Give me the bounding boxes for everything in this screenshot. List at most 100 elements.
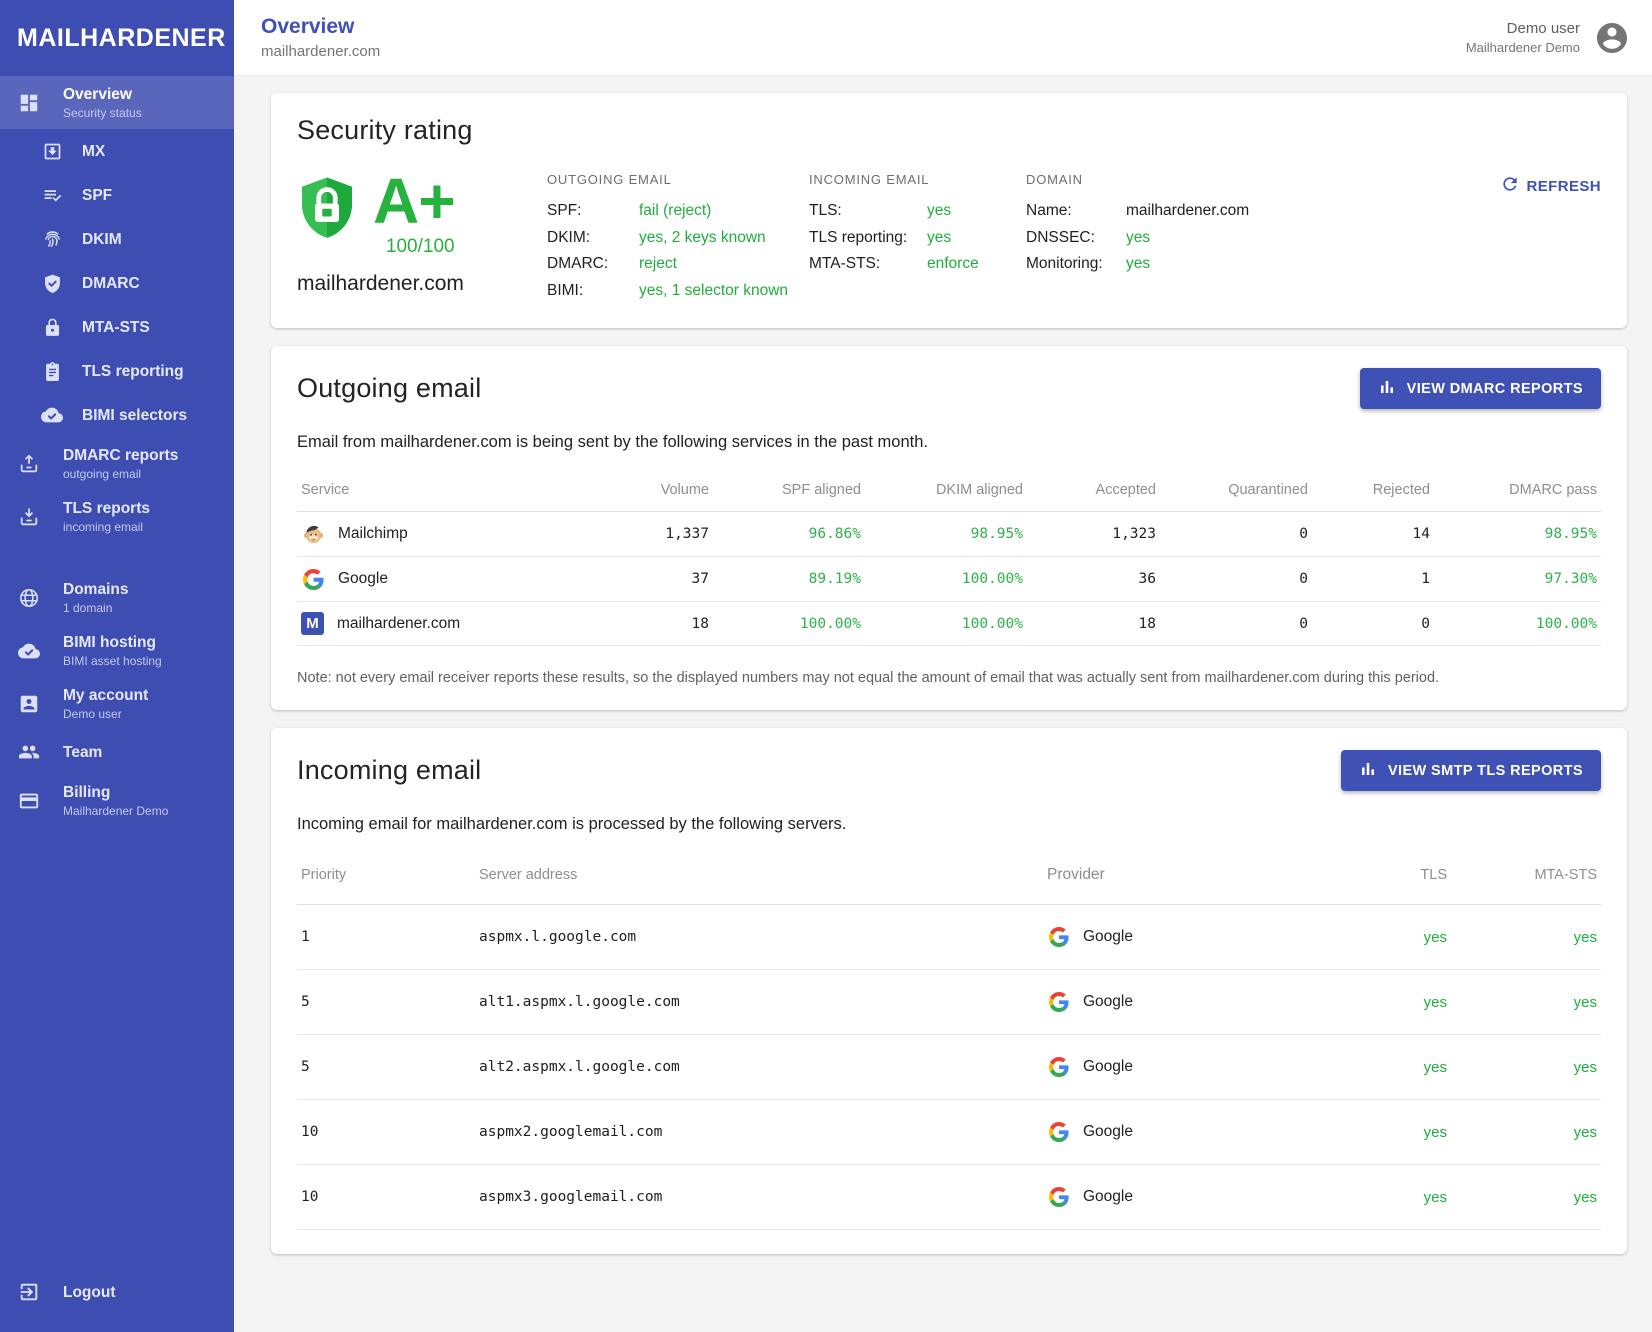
nav-spacer (0, 827, 234, 1270)
table-row: Mailchimp 1,337 96.86% 98.95% 1,323 0 14… (297, 512, 1601, 557)
sidebar-item-bimi-hosting[interactable]: BIMI hosting BIMI asset hosting (0, 624, 234, 677)
account-box-icon (17, 692, 41, 716)
sidebar-item-logout[interactable]: Logout (0, 1270, 234, 1314)
cloud-check-icon (17, 639, 41, 663)
sidebar-item-domains[interactable]: Domains 1 domain (0, 571, 234, 624)
sidebar-item-sublabel: 1 domain (63, 601, 113, 615)
sidebar-item-spf[interactable]: SPF (0, 173, 234, 217)
clipboard-icon (40, 359, 64, 383)
incoming-card-title: Incoming email (297, 755, 482, 785)
table-header-row: Service Volume SPF aligned DKIM aligned … (297, 470, 1601, 512)
google-icon (1047, 925, 1071, 949)
sidebar-item-tls-reporting[interactable]: TLS reporting (0, 349, 234, 393)
tls-cell: yes (1423, 1188, 1447, 1206)
sidebar-item-dmarc[interactable]: DMARC (0, 261, 234, 305)
incoming-email-card: Incoming email VIEW SMTP TLS REPORTS Inc… (271, 728, 1627, 1254)
spf-aligned-cell: 100.00% (799, 615, 861, 632)
sidebar-item-label: My account (63, 687, 149, 704)
volume-cell: 37 (691, 571, 709, 587)
sidebar-item-label: Logout (63, 1283, 116, 1301)
nav-gap (0, 543, 234, 571)
user-org: Mailhardener Demo (1465, 40, 1580, 55)
page-title: Overview (261, 15, 355, 38)
sidebar-item-label: TLS reporting (82, 362, 184, 380)
grade-block: A+ 100/100 mailhardener.com (297, 165, 535, 296)
google-icon (1047, 990, 1071, 1014)
sidebar-item-my-account[interactable]: My account Demo user (0, 677, 234, 730)
outgoing-email-column: OUTGOING EMAIL SPF: fail (reject) DKIM: ye… (547, 172, 797, 304)
dkim-aligned-cell: 100.00% (961, 571, 1023, 587)
provider-name: Google (1083, 928, 1133, 945)
col-header: Volume (660, 482, 709, 498)
security-body: A+ 100/100 mailhardener.com OUTGOING EMA… (297, 165, 1601, 304)
sidebar-item-team[interactable]: Team (0, 730, 234, 774)
col-header: Accepted (1095, 482, 1156, 498)
sidebar-item-sublabel: Mailhardener Demo (63, 804, 169, 818)
incoming-email-column: INCOMING EMAIL TLS: yes TLS reporting: yes… (809, 172, 1014, 278)
table-row: Google 37 89.19% 100.00% 36 0 1 97.30% (297, 557, 1601, 602)
dmarc-pass-cell: 97.30% (1544, 571, 1597, 587)
sidebar-item-tls-reports[interactable]: TLS reports incoming email (0, 490, 234, 543)
outgoing-email-card: Outgoing email VIEW DMARC REPORTS Email … (271, 346, 1627, 710)
col-header: Provider (1047, 866, 1105, 883)
priority-cell: 10 (301, 1124, 319, 1140)
mailchimp-icon (301, 522, 325, 546)
sidebar-item-mta-sts[interactable]: MTA-STS (0, 305, 234, 349)
col-header: SPF aligned (782, 482, 861, 498)
kv-value: mailhardener.com (1126, 202, 1250, 219)
user-name: Demo user (1506, 20, 1580, 37)
sidebar-item-label: DMARC reports (63, 447, 179, 464)
view-smtp-tls-reports-button[interactable]: VIEW SMTP TLS REPORTS (1340, 750, 1601, 791)
page-subtitle: mailhardener.com (261, 43, 381, 60)
outgoing-table: Service Volume SPF aligned DKIM aligned … (297, 470, 1601, 646)
sidebar-item-mx[interactable]: MX (0, 129, 234, 173)
sidebar-item-label: DKIM (82, 230, 122, 248)
refresh-label: REFRESH (1526, 177, 1601, 195)
column-heading: DOMAIN (1026, 172, 1083, 187)
col-header: TLS (1420, 867, 1447, 883)
sidebar-item-bimi-selectors[interactable]: BIMI selectors (0, 393, 234, 437)
volume-cell: 1,337 (665, 526, 709, 542)
credit-card-icon (17, 789, 41, 813)
kv-label: TLS: (809, 202, 842, 219)
provider-name: Google (1083, 993, 1133, 1010)
sidebar-item-dkim[interactable]: DKIM (0, 217, 234, 261)
volume-cell: 18 (691, 615, 709, 632)
sidebar-item-label: Billing (63, 784, 111, 801)
mta-sts-cell: yes (1573, 1058, 1597, 1076)
sidebar-item-dmarc-reports[interactable]: DMARC reports outgoing email (0, 437, 234, 490)
sidebar-item-overview[interactable]: Overview Security status (0, 76, 234, 129)
rejected-cell: 0 (1421, 615, 1430, 632)
refresh-button[interactable]: REFRESH (1500, 174, 1601, 198)
sidebar-item-label: TLS reports (63, 500, 150, 517)
sidebar-item-billing[interactable]: Billing Mailhardener Demo (0, 774, 234, 827)
tls-cell: yes (1423, 928, 1447, 946)
mailhardener-icon: M (301, 612, 324, 635)
kv-value: yes (1126, 255, 1151, 272)
sidebar-item-label: Team (63, 743, 103, 761)
view-dmarc-reports-button[interactable]: VIEW DMARC REPORTS (1359, 368, 1601, 409)
security-rating-card: Security rating (271, 93, 1627, 328)
priority-cell: 5 (301, 994, 310, 1010)
table-row: 10 aspmx2.googlemail.com Google yes yes (297, 1100, 1601, 1165)
kv-label: DKIM: (547, 228, 591, 246)
spf-aligned-cell: 89.19% (808, 571, 861, 587)
quarantined-cell: 0 (1299, 571, 1308, 587)
kv-label: TLS reporting: (809, 228, 908, 246)
content: Security rating (234, 76, 1652, 1332)
inbox-download-icon (40, 139, 64, 163)
bar-chart-icon (1378, 378, 1396, 400)
security-grade: A+ (373, 165, 456, 237)
server-cell: alt1.aspmx.l.google.com (479, 994, 680, 1010)
accepted-cell: 18 (1138, 615, 1156, 632)
sidebar-item-label: MTA-STS (82, 318, 150, 336)
mta-sts-cell: yes (1573, 1188, 1597, 1206)
col-header: DMARC pass (1509, 482, 1597, 498)
avatar-icon[interactable] (1594, 20, 1630, 56)
kv-value: enforce (927, 255, 979, 272)
quarantined-cell: 0 (1299, 526, 1308, 542)
user-block: Demo user Mailhardener Demo (1466, 20, 1630, 56)
tls-cell: yes (1423, 1058, 1447, 1076)
accepted-cell: 36 (1138, 571, 1156, 587)
mta-sts-cell: yes (1573, 993, 1597, 1011)
